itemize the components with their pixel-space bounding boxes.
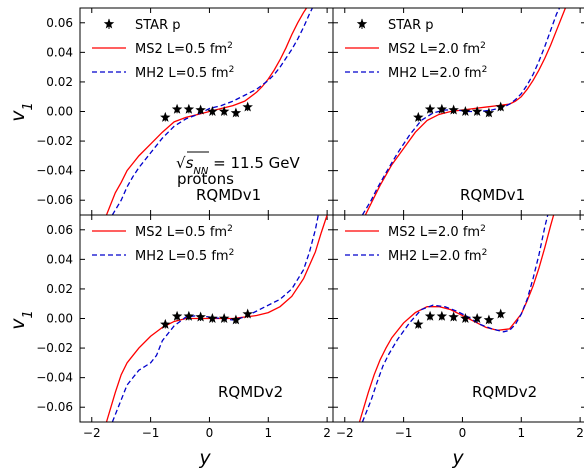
- star-data-point: [242, 101, 253, 112]
- ms2-series-line: [358, 215, 555, 422]
- energy-annotation: √sNN = 11.5 GeV protons: [176, 151, 300, 188]
- y-tick-label: −0.06: [36, 193, 73, 207]
- star-data-point: [183, 310, 195, 321]
- x-axis-label-left: y: [198, 447, 211, 469]
- star-data-point: [424, 103, 436, 114]
- legend-label: MH2 L=2.0 fm2: [388, 65, 487, 81]
- star-data-point: [242, 308, 253, 319]
- star-data-point: [195, 104, 206, 115]
- y-tick-label: 0.02: [46, 75, 73, 89]
- star-data-point: [471, 106, 483, 116]
- sqrt-symbol: √: [176, 154, 186, 172]
- star-data-point: [460, 106, 471, 116]
- y-tick-label: 0.06: [46, 223, 73, 237]
- star-data-point: [207, 106, 218, 116]
- model-label: RQMDv2: [472, 383, 537, 401]
- y-tick-label: 0.06: [46, 16, 73, 30]
- y-axis-label-top: v1: [7, 102, 36, 122]
- legend: MS2 L=2.0 fm2 MH2 L=2.0 fm2: [345, 224, 487, 264]
- star-data-point: [495, 101, 506, 112]
- star-data-point: [471, 313, 483, 323]
- x-tick-label: −2: [336, 426, 354, 440]
- legend-label: STAR p: [388, 18, 434, 33]
- star-data-point: [436, 103, 448, 114]
- legend-label: MH2 L=2.0 fm2: [388, 248, 487, 264]
- legend: STAR p MS2 L=2.0 fm2 MH2 L=2.0 fm2: [345, 18, 487, 81]
- x-tick-label: 1: [517, 426, 525, 440]
- star-data-point: [413, 111, 424, 122]
- panel-4: −2 −1 0 1 2 MS2 L=2.0 fm2 MH2 L=2.0 fm2 RQMDv2: [332, 214, 584, 440]
- star-data-point: [218, 106, 230, 116]
- star-data-point: [160, 318, 171, 329]
- star-data-point: [448, 311, 459, 322]
- legend-label: MS2 L=0.5 fm2: [135, 224, 233, 240]
- panel-frame: [332, 214, 584, 423]
- y-tick-label: −0.04: [36, 371, 73, 385]
- star-data-point: [424, 310, 436, 321]
- star-data-point: [183, 103, 195, 114]
- y-tick-label: −0.04: [36, 164, 73, 178]
- x-axis-label-right: y: [451, 447, 464, 469]
- star-data-point: [195, 311, 206, 322]
- x-tick-label: 2: [323, 426, 331, 440]
- y-axis-label-bottom: v1: [7, 310, 36, 330]
- species-label: protons: [177, 170, 234, 188]
- legend-label: MH2 L=0.5 fm2: [135, 248, 234, 264]
- x-tick-label: −1: [395, 426, 413, 440]
- legend-label: STAR p: [135, 18, 181, 33]
- legend-label: MS2 L=0.5 fm2: [135, 41, 233, 57]
- model-label: RQMDv2: [218, 383, 283, 401]
- panel-1: −0.06 −0.04 −0.02 0.00 0.02 0.04 0.06 STAR p MS2…: [36, 7, 334, 216]
- y-tick-label: 0.00: [46, 312, 73, 326]
- legend-label: MS2 L=2.0 fm2: [388, 41, 486, 57]
- legend-star-icon: [356, 18, 368, 29]
- star-data-point: [171, 103, 183, 114]
- star-data-point: [460, 313, 471, 323]
- star-data-point: [483, 107, 495, 118]
- energy-value: = 11.5 GeV: [208, 154, 300, 172]
- star-data-point: [483, 314, 495, 325]
- star-data-point: [160, 111, 171, 122]
- star-data-point: [448, 104, 459, 115]
- y-tick-label: −0.06: [36, 400, 73, 414]
- star-data-point: [207, 313, 218, 323]
- legend-star-icon: [103, 18, 115, 29]
- legend: STAR p MS2 L=0.5 fm2 MH2 L=0.5 fm2: [92, 18, 234, 81]
- model-label: RQMDv1: [460, 186, 525, 204]
- x-tick-label: 0: [206, 426, 214, 440]
- star-data-point: [171, 310, 183, 321]
- sqrt-s-sub: NN: [193, 166, 208, 177]
- panel-frame: [332, 7, 584, 216]
- ms2-series-line: [364, 8, 567, 215]
- legend: MS2 L=0.5 fm2 MH2 L=0.5 fm2: [92, 224, 234, 264]
- legend-label: MH2 L=0.5 fm2: [135, 65, 234, 81]
- model-label: RQMDv1: [196, 186, 261, 204]
- y-tick-label: −0.02: [36, 134, 73, 148]
- y-tick-label: 0.04: [46, 45, 73, 59]
- mh2-series-line: [361, 8, 561, 215]
- star-data-point: [436, 310, 448, 321]
- y-tick-label: −0.02: [36, 341, 73, 355]
- x-tick-label: 1: [264, 426, 272, 440]
- svg-text:√sNN = 11.5 GeV: √sNN = 11.5 GeV: [176, 154, 300, 177]
- x-tick-label: −2: [83, 426, 101, 440]
- star-data-point: [413, 318, 424, 329]
- star-data-point: [218, 313, 230, 323]
- star-data-point: [495, 308, 506, 319]
- panel-3: −2 −1 0 1 2 −0.06 −0.04 −0.02 0.00 0.02 0.04 0.06 MS…: [36, 214, 334, 440]
- x-tick-label: 0: [459, 426, 467, 440]
- ms2-series-line: [105, 8, 308, 215]
- x-tick-label: −1: [142, 426, 160, 440]
- y-tick-label: 0.02: [46, 282, 73, 296]
- y-tick-label: 0.04: [46, 252, 73, 266]
- y-tick-label: 0.00: [46, 105, 73, 119]
- star-data-point: [230, 314, 242, 325]
- panel-2: STAR p MS2 L=2.0 fm2 MH2 L=2.0 fm2 RQMDv1: [332, 7, 584, 216]
- x-tick-label: 2: [576, 426, 584, 440]
- legend-label: MS2 L=2.0 fm2: [388, 224, 486, 240]
- star-data-point: [230, 107, 242, 118]
- sqrt-s: s: [186, 154, 194, 172]
